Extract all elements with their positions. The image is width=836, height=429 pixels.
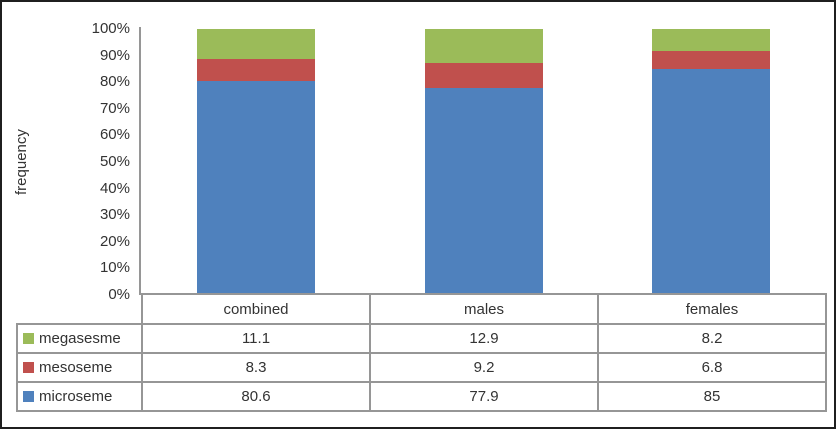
- table-header-row: combined males females: [17, 293, 827, 325]
- bar-segment-mesoseme: [652, 50, 770, 69]
- legend-swatch-microseme: [23, 391, 34, 402]
- legend-label: microseme: [39, 388, 113, 405]
- y-tick-label: 80%: [99, 73, 130, 91]
- y-axis-title: frequency: [13, 129, 30, 195]
- y-tick-label: 50%: [99, 153, 130, 170]
- y-tick-label: 20%: [99, 232, 130, 250]
- bar-segment-microseme: [197, 80, 315, 295]
- value-cell: 8.3: [141, 352, 371, 383]
- stacked-bar-males: [425, 29, 543, 295]
- legend-label: mesoseme: [39, 359, 113, 376]
- category-header-combined: combined: [141, 293, 371, 325]
- table-corner-cell: [17, 294, 143, 325]
- table-row-megasesme: megasesme 11.1 12.9 8.2: [16, 323, 827, 354]
- stacked-bar-combined: [197, 29, 315, 295]
- value-cell: 8.2: [597, 323, 827, 354]
- legend-cell-mesoseme: mesoseme: [16, 352, 143, 383]
- category-header-males: males: [369, 293, 599, 325]
- table-row-microseme: microseme 80.6 77.9 85: [16, 381, 827, 412]
- bar-segment-mesoseme: [425, 63, 543, 88]
- y-tick-label: 10%: [99, 259, 130, 277]
- chart-data-table: combined males females megasesme 11.1 12.9 8.2…: [16, 293, 827, 412]
- value-cell: 11.1: [141, 323, 371, 354]
- table-row-mesoseme: mesoseme 8.3 9.2 6.8: [16, 352, 827, 383]
- y-tick-label: 90%: [99, 46, 130, 64]
- bar-segment-megasesme: [197, 29, 315, 59]
- y-tick-label: 30%: [99, 206, 130, 224]
- bar-segment-megasesme: [652, 29, 770, 51]
- legend-cell-megasesme: megasesme: [16, 323, 143, 354]
- category-header-females: females: [597, 293, 827, 325]
- value-cell: 6.8: [597, 352, 827, 383]
- value-cell: 85: [597, 381, 827, 412]
- stacked-bar-females: [652, 29, 770, 295]
- legend-swatch-mesoseme: [23, 362, 34, 373]
- y-tick-label: 60%: [99, 126, 130, 144]
- bar-segment-microseme: [652, 68, 770, 295]
- bar-segment-megasesme: [425, 29, 543, 64]
- value-cell: 9.2: [369, 352, 599, 383]
- y-tick-label: 100%: [91, 20, 130, 37]
- y-tick-label: 40%: [99, 179, 130, 197]
- value-cell: 12.9: [369, 323, 599, 354]
- legend-swatch-megasesme: [23, 333, 34, 344]
- value-cell: 77.9: [369, 381, 599, 412]
- y-axis-line: [139, 27, 141, 295]
- legend-cell-microseme: microseme: [16, 381, 143, 412]
- legend-label: megasesme: [39, 330, 121, 347]
- value-cell: 80.6: [141, 381, 371, 412]
- bar-segment-microseme: [425, 87, 543, 295]
- y-tick-label: 70%: [99, 99, 130, 117]
- bar-segment-mesoseme: [197, 58, 315, 81]
